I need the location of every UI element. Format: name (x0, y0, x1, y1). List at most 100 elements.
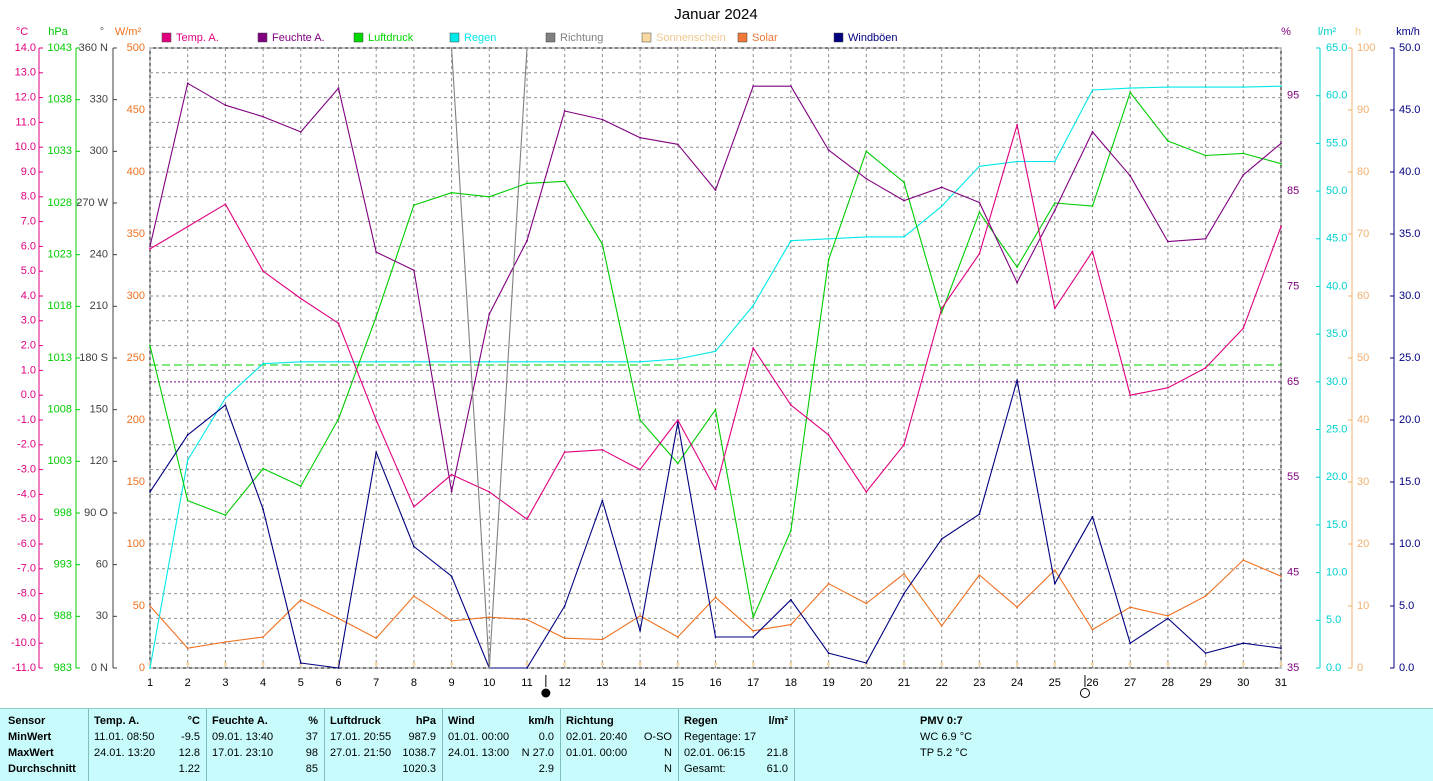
data-point-regen (375, 360, 378, 363)
sunshine-marker (676, 662, 680, 666)
data-point-feuchte-a- (676, 143, 679, 146)
data-point-luftdruck (865, 150, 868, 153)
data-point-windb-en (1280, 647, 1282, 650)
data-point-luftdruck (375, 315, 378, 318)
temp-axis-tick-label: 3.0 (21, 315, 36, 327)
kmh-axis-tick-label: 45.0 (1399, 104, 1420, 116)
deg-axis-tick-label: 240 (90, 249, 108, 261)
data-point-windb-en (752, 636, 755, 638)
data-point-regen (639, 360, 641, 363)
data-point-windb-en (903, 592, 905, 595)
deg-axis-tick-label: 60 (96, 559, 108, 571)
wm2-axis-tick-label: 500 (127, 42, 145, 54)
kmh-axis-tick-label: 20.0 (1399, 414, 1420, 426)
kmh-axis-tick-label: 35.0 (1399, 228, 1420, 240)
data-point-temp-a- (1280, 225, 1282, 228)
stats-direction-max-value: N (664, 747, 672, 759)
data-point-windb-en (865, 662, 868, 664)
x-tick-label: 27 (1124, 677, 1136, 689)
data-point-regen (1091, 89, 1094, 91)
sunshine-marker (751, 662, 755, 666)
data-point-windb-en (450, 575, 453, 578)
data-point-solar (1280, 575, 1282, 578)
h-axis-tick-label: 30 (1357, 476, 1369, 488)
stats-panel: Sensor MinWert MaxWert Durchschnitt Temp… (0, 708, 1433, 781)
legend-label: Regen (464, 32, 496, 44)
data-point-regen (526, 360, 528, 363)
data-point-regen (1053, 160, 1056, 163)
data-point-solar (1242, 559, 1245, 562)
stats-humidity-max-time: 17.01. 23:10 (212, 747, 274, 759)
deg-axis-tick-label: 360 N (79, 42, 108, 54)
temp-axis-tick-label: -9.0 (17, 612, 36, 624)
stats-humidity-column: Feuchte A. % 09.01. 13:40 37 17.01. 23:1… (212, 709, 322, 781)
stats-separator (88, 709, 89, 781)
sunshine-marker (1279, 662, 1283, 666)
x-tick-label: 3 (222, 677, 228, 689)
temp-axis-tick-label: 6.0 (21, 240, 36, 252)
data-point-windb-en (978, 513, 981, 516)
x-tick-label: 13 (596, 677, 608, 689)
data-point-temp-a- (1091, 250, 1094, 253)
data-point-luftdruck (903, 181, 905, 184)
data-point-temp-a- (224, 203, 227, 206)
data-point-windb-en (714, 636, 717, 638)
wm2-axis-tick-label: 100 (127, 538, 145, 550)
x-tick-label: 16 (709, 677, 721, 689)
data-point-luftdruck (639, 419, 641, 421)
stats-row-label-min: MinWert (8, 731, 52, 743)
sunshine-marker (827, 662, 831, 666)
data-point-solar (790, 623, 792, 626)
temp-axis-tick-label: 13.0 (15, 67, 36, 79)
temp-axis-tick-label: 5.0 (21, 265, 36, 277)
sunshine-marker (450, 662, 454, 666)
data-point-luftdruck (299, 485, 302, 488)
lm2-axis-tick-label: 35.0 (1326, 328, 1347, 340)
temp-axis-tick-label: -6.0 (17, 538, 36, 550)
hpa-axis-tick-label: 1023 (48, 249, 72, 261)
wm2-axis-tick-label: 300 (127, 290, 145, 302)
x-tick-label: 2 (185, 677, 191, 689)
h-axis-tick-label: 20 (1357, 538, 1369, 550)
stats-humidity-avg-value: 85 (305, 763, 318, 775)
legend-label: Solar (752, 32, 778, 44)
data-point-feuchte-a- (563, 110, 566, 112)
hpa-axis-tick-label: 1033 (48, 145, 72, 157)
data-point-luftdruck (827, 258, 830, 261)
data-point-feuchte-a- (714, 189, 717, 192)
data-point-temp-a- (790, 404, 792, 407)
x-tick-label: 7 (373, 677, 379, 689)
stats-pmv-title: PMV 0:7 (920, 715, 963, 727)
temp-axis-tick-label: -11.0 (12, 662, 36, 674)
data-point-temp-a- (1129, 394, 1132, 397)
data-point-luftdruck (450, 191, 453, 194)
data-point-luftdruck (752, 616, 755, 619)
h-axis-tick-label: 70 (1357, 228, 1369, 240)
sunshine-marker (1015, 662, 1019, 666)
legend-swatch (833, 32, 844, 43)
data-point-windb-en (224, 404, 227, 407)
lm2-axis-tick-label: 50.0 (1326, 185, 1347, 197)
data-point-feuchte-a- (940, 186, 943, 189)
stats-temp-column: Temp. A. °C 11.01. 08:50 -9.5 24.01. 13:… (94, 709, 204, 781)
x-tick-label: 20 (860, 677, 872, 689)
stats-sensor-column: Sensor MinWert MaxWert Durchschnitt (8, 709, 88, 781)
stats-wind-column: Wind km/h 01.01. 00:00 0.0 24.01. 13:00 … (448, 709, 558, 781)
stats-direction-column: Richtung 02.01. 20:40 O-SO 01.01. 00:00 … (566, 709, 676, 781)
data-point-temp-a- (903, 443, 905, 446)
data-point-temp-a- (375, 419, 378, 421)
data-point-feuchte-a- (1242, 173, 1245, 176)
pct-axis-tick-label: 85 (1287, 185, 1299, 197)
data-point-luftdruck (488, 195, 491, 198)
data-point-windb-en (186, 433, 189, 436)
x-tick-label: 29 (1199, 677, 1211, 689)
data-point-luftdruck (1129, 91, 1132, 94)
data-point-solar (1167, 615, 1169, 617)
data-point-luftdruck (262, 467, 264, 470)
data-point-regen (714, 350, 717, 353)
data-point-luftdruck (337, 418, 340, 420)
deg-axis-tick-label: 270 W (76, 197, 108, 209)
data-point-feuchte-a- (639, 136, 641, 139)
data-point-regen (450, 360, 453, 363)
data-point-regen (149, 667, 151, 669)
